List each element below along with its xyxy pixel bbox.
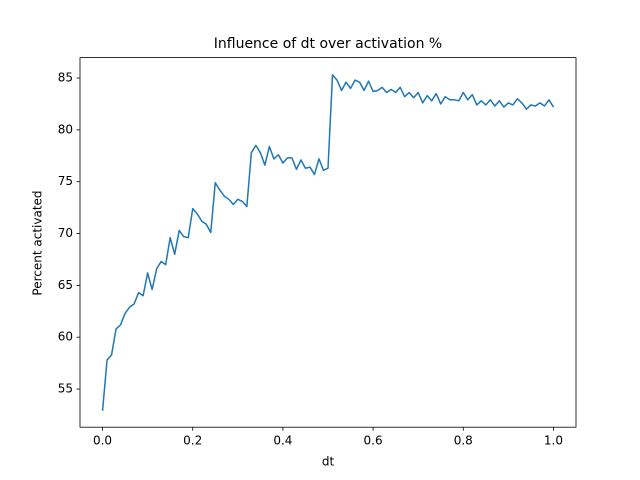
y-axis-label: Percent activated xyxy=(31,190,45,295)
x-axis-label: dt xyxy=(322,455,335,469)
x-tick-label: 0.2 xyxy=(183,434,202,448)
data-line xyxy=(101,74,555,411)
y-tick-label: 75 xyxy=(58,174,73,188)
x-tick-label: 0.0 xyxy=(93,434,112,448)
x-tick-label: 0.6 xyxy=(364,434,383,448)
y-tick-label: 85 xyxy=(58,71,73,85)
y-tick-label: 65 xyxy=(58,278,73,292)
x-tick-label: 0.4 xyxy=(273,434,292,448)
y-tick-label: 55 xyxy=(58,382,73,396)
y-tick-label: 60 xyxy=(58,330,73,344)
y-tick-label: 70 xyxy=(58,226,73,240)
y-tick-label: 80 xyxy=(58,122,73,136)
x-tick-label: 0.8 xyxy=(454,434,473,448)
chart-title: Influence of dt over activation % xyxy=(214,36,442,52)
x-tick-label: 1.0 xyxy=(544,434,563,448)
plot-frame xyxy=(79,57,577,428)
